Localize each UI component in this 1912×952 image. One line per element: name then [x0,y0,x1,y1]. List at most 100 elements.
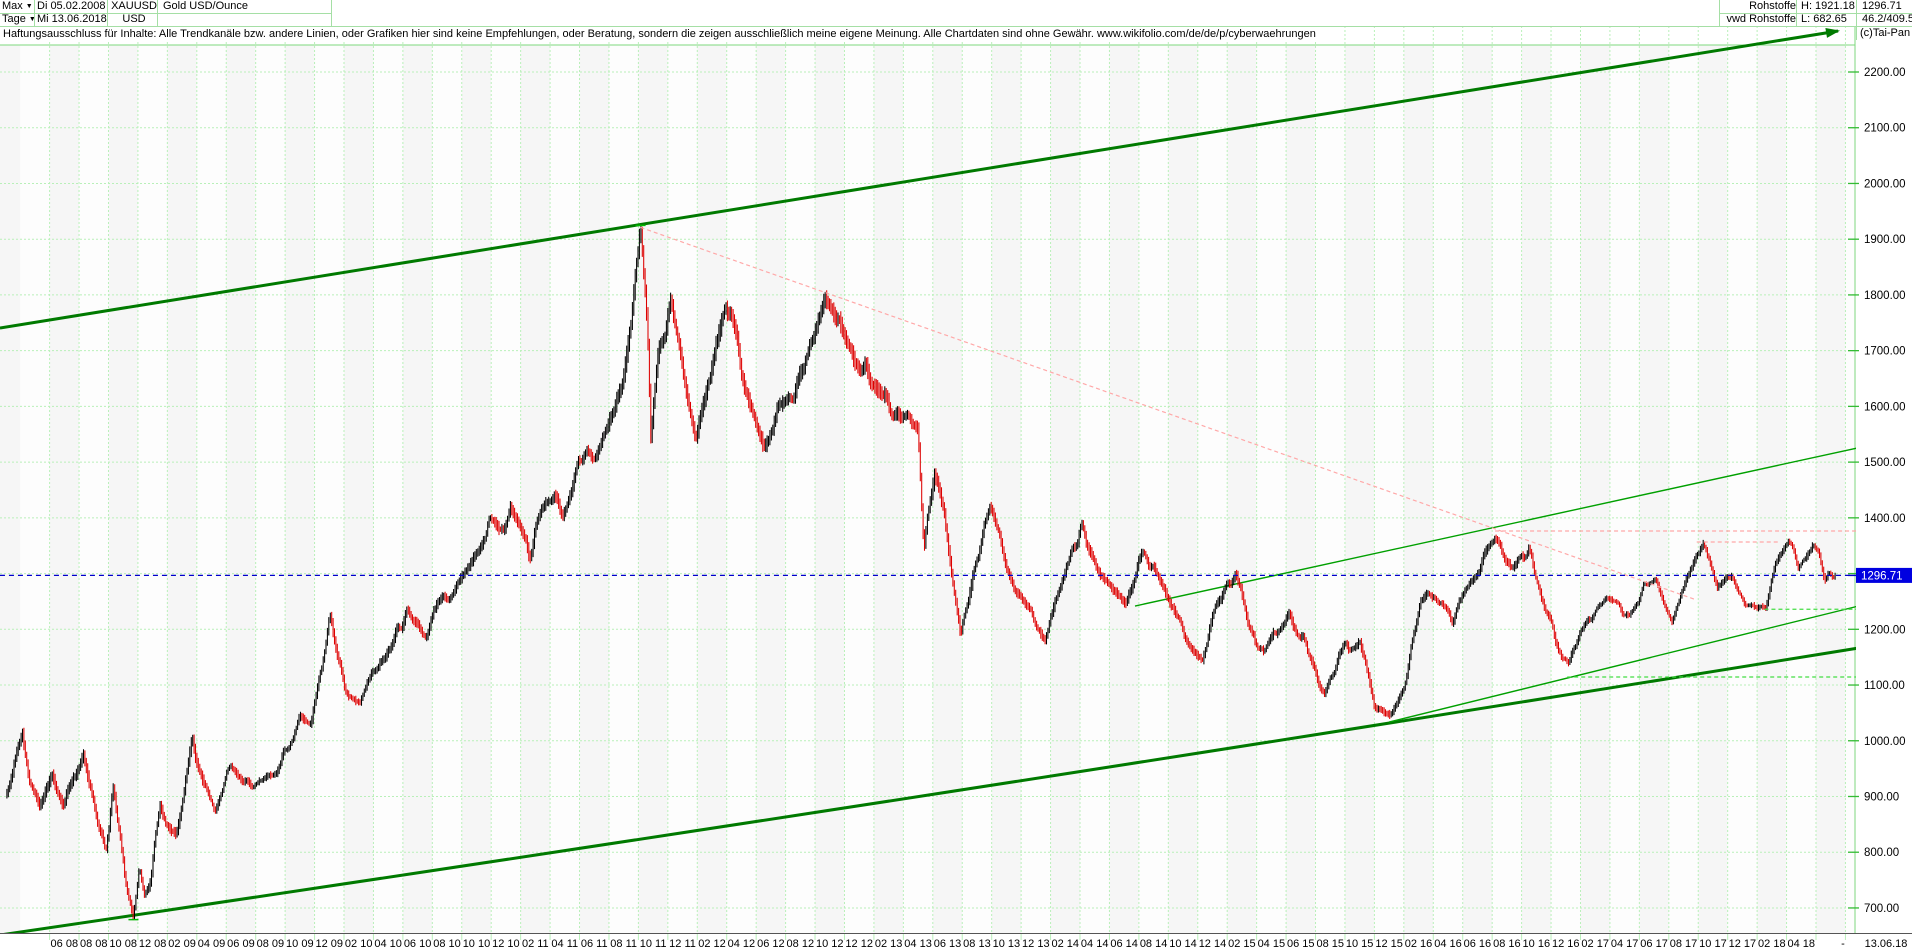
feed-source-label: vwd Rohstoffe [1720,13,1798,26]
lower-trend-channel[interactable] [0,646,1859,937]
x-axis-label: 02 11 [522,938,549,950]
background-band [1227,45,1257,933]
x-axis-label: 08 16 [1493,938,1521,950]
x-axis-label: 12 14 [1199,938,1227,950]
background-band [638,45,668,933]
x-axis-label: 02 16 [1405,938,1433,950]
x-axis-label: 06 16 [1464,938,1492,950]
background-band [844,45,874,933]
background-band [1109,45,1139,933]
x-axis-label: 08 14 [1140,938,1168,950]
x-axis-label: 04 18 [1787,938,1815,950]
background-band [1786,45,1816,933]
x-axis-label: 04 12 [728,938,756,950]
trendline-resistance-2014[interactable] [1134,447,1858,607]
background-band [137,45,168,933]
background-band [815,45,845,933]
currency-label: USD [108,13,160,26]
background-band [1197,45,1228,933]
x-axis-label: 12 16 [1552,938,1580,950]
background-band [991,45,1022,933]
x-axis-label: 08 12 [787,938,815,950]
background-band [520,45,551,933]
background-band [1256,45,1287,933]
x-axis-label: 04 15 [1258,938,1286,950]
low-value: L: 682.65 [1797,13,1860,26]
background-band [1168,45,1198,933]
x-axis-label: 08 17 [1670,938,1698,950]
x-axis-label: 04 16 [1434,938,1462,950]
x-axis-label: 04 13 [904,938,932,950]
x-axis-label: 08 08 [80,938,108,950]
x-axis-label: 06 14 [1110,938,1138,950]
x-axis-label: 10 10 [463,938,491,950]
y-axis-label: 2100.00 [1864,123,1906,135]
background-band [373,45,403,933]
background-band [461,45,492,933]
background-band [255,45,286,933]
background-band [1344,45,1375,933]
x-axis-label: 08 15 [1316,938,1344,950]
background-band [1639,45,1669,933]
copyright-label: (c)Tai-Pan [1860,27,1911,39]
background-band [1138,45,1169,933]
x-axis-separator: - [1841,938,1845,950]
background-band [167,45,197,933]
price-series-down-bars [23,226,1835,921]
background-band [314,45,344,933]
x-axis-label: 02 17 [1581,938,1609,950]
x-axis-label: 06 17 [1640,938,1668,950]
x-axis-label: 02 18 [1758,938,1786,950]
background-band [667,45,698,933]
y-axis-background [1856,26,1912,933]
x-axis-label: 06 10 [404,938,432,950]
y-axis-label: 1500.00 [1864,457,1906,469]
x-axis-label: 10 14 [1169,938,1197,950]
background-band [1727,45,1758,933]
y-axis-label: 700.00 [1864,903,1899,915]
upper-trend-channel[interactable] [0,29,1839,330]
range-dropdown[interactable]: Max ▼ [0,0,38,13]
y-axis-label: 1800.00 [1864,290,1906,302]
feed-label: Rohstoffe [1720,0,1798,13]
x-axis-label: 06 09 [227,938,255,950]
y-axis-label: 2000.00 [1864,178,1906,190]
end-date-label: 13.06.18 [1865,938,1908,950]
disclaimer-text: Haftungsausschluss für Inhalte: Alle Tre… [0,27,1320,41]
upper-trend-channel-arrowhead [1825,27,1841,38]
y-axis-label: 1600.00 [1864,401,1906,413]
trendline-support-2015[interactable] [1388,605,1859,723]
x-axis-label: 04 11 [551,938,578,950]
x-axis-label: 02 13 [875,938,903,950]
background-band [49,45,80,933]
background-band [1580,45,1610,933]
downtrend-from-peak[interactable] [640,226,1697,601]
x-axis-label: 12 12 [845,938,873,950]
chevron-down-icon: ▼ [28,16,36,23]
x-axis-label: 12 11 [669,938,696,950]
current-price-tag [1856,567,1912,583]
y-axis-label: 1400.00 [1864,513,1906,525]
x-axis-label: 02 09 [168,938,196,950]
x-axis-label: 04 17 [1611,938,1639,950]
period-dropdown[interactable]: Tage ▼ [0,13,38,26]
x-axis-label: 04 10 [374,938,402,950]
y-axis-label: 1900.00 [1864,234,1906,246]
y-axis-label: 900.00 [1864,791,1899,803]
background-band [932,45,963,933]
background-band [1462,45,1493,933]
x-axis-label: 02 12 [698,938,726,950]
x-axis-label: 08 11 [610,938,637,950]
period-dropdown-label: Tage [2,13,26,25]
x-axis-label: 12 13 [1022,938,1050,950]
x-axis-label: 10 12 [816,938,844,950]
current-price-tag-label: 1296.71 [1861,570,1903,582]
background-band [1492,45,1522,933]
x-axis-label: 04 09 [198,938,226,950]
background-band [1286,45,1316,933]
date-to-field[interactable]: Mi 13.06.2018 [35,13,110,26]
x-axis-label: 02 10 [345,938,373,950]
date-from-field[interactable]: Di 05.02.2008 [35,0,110,13]
background-band [1668,45,1699,933]
